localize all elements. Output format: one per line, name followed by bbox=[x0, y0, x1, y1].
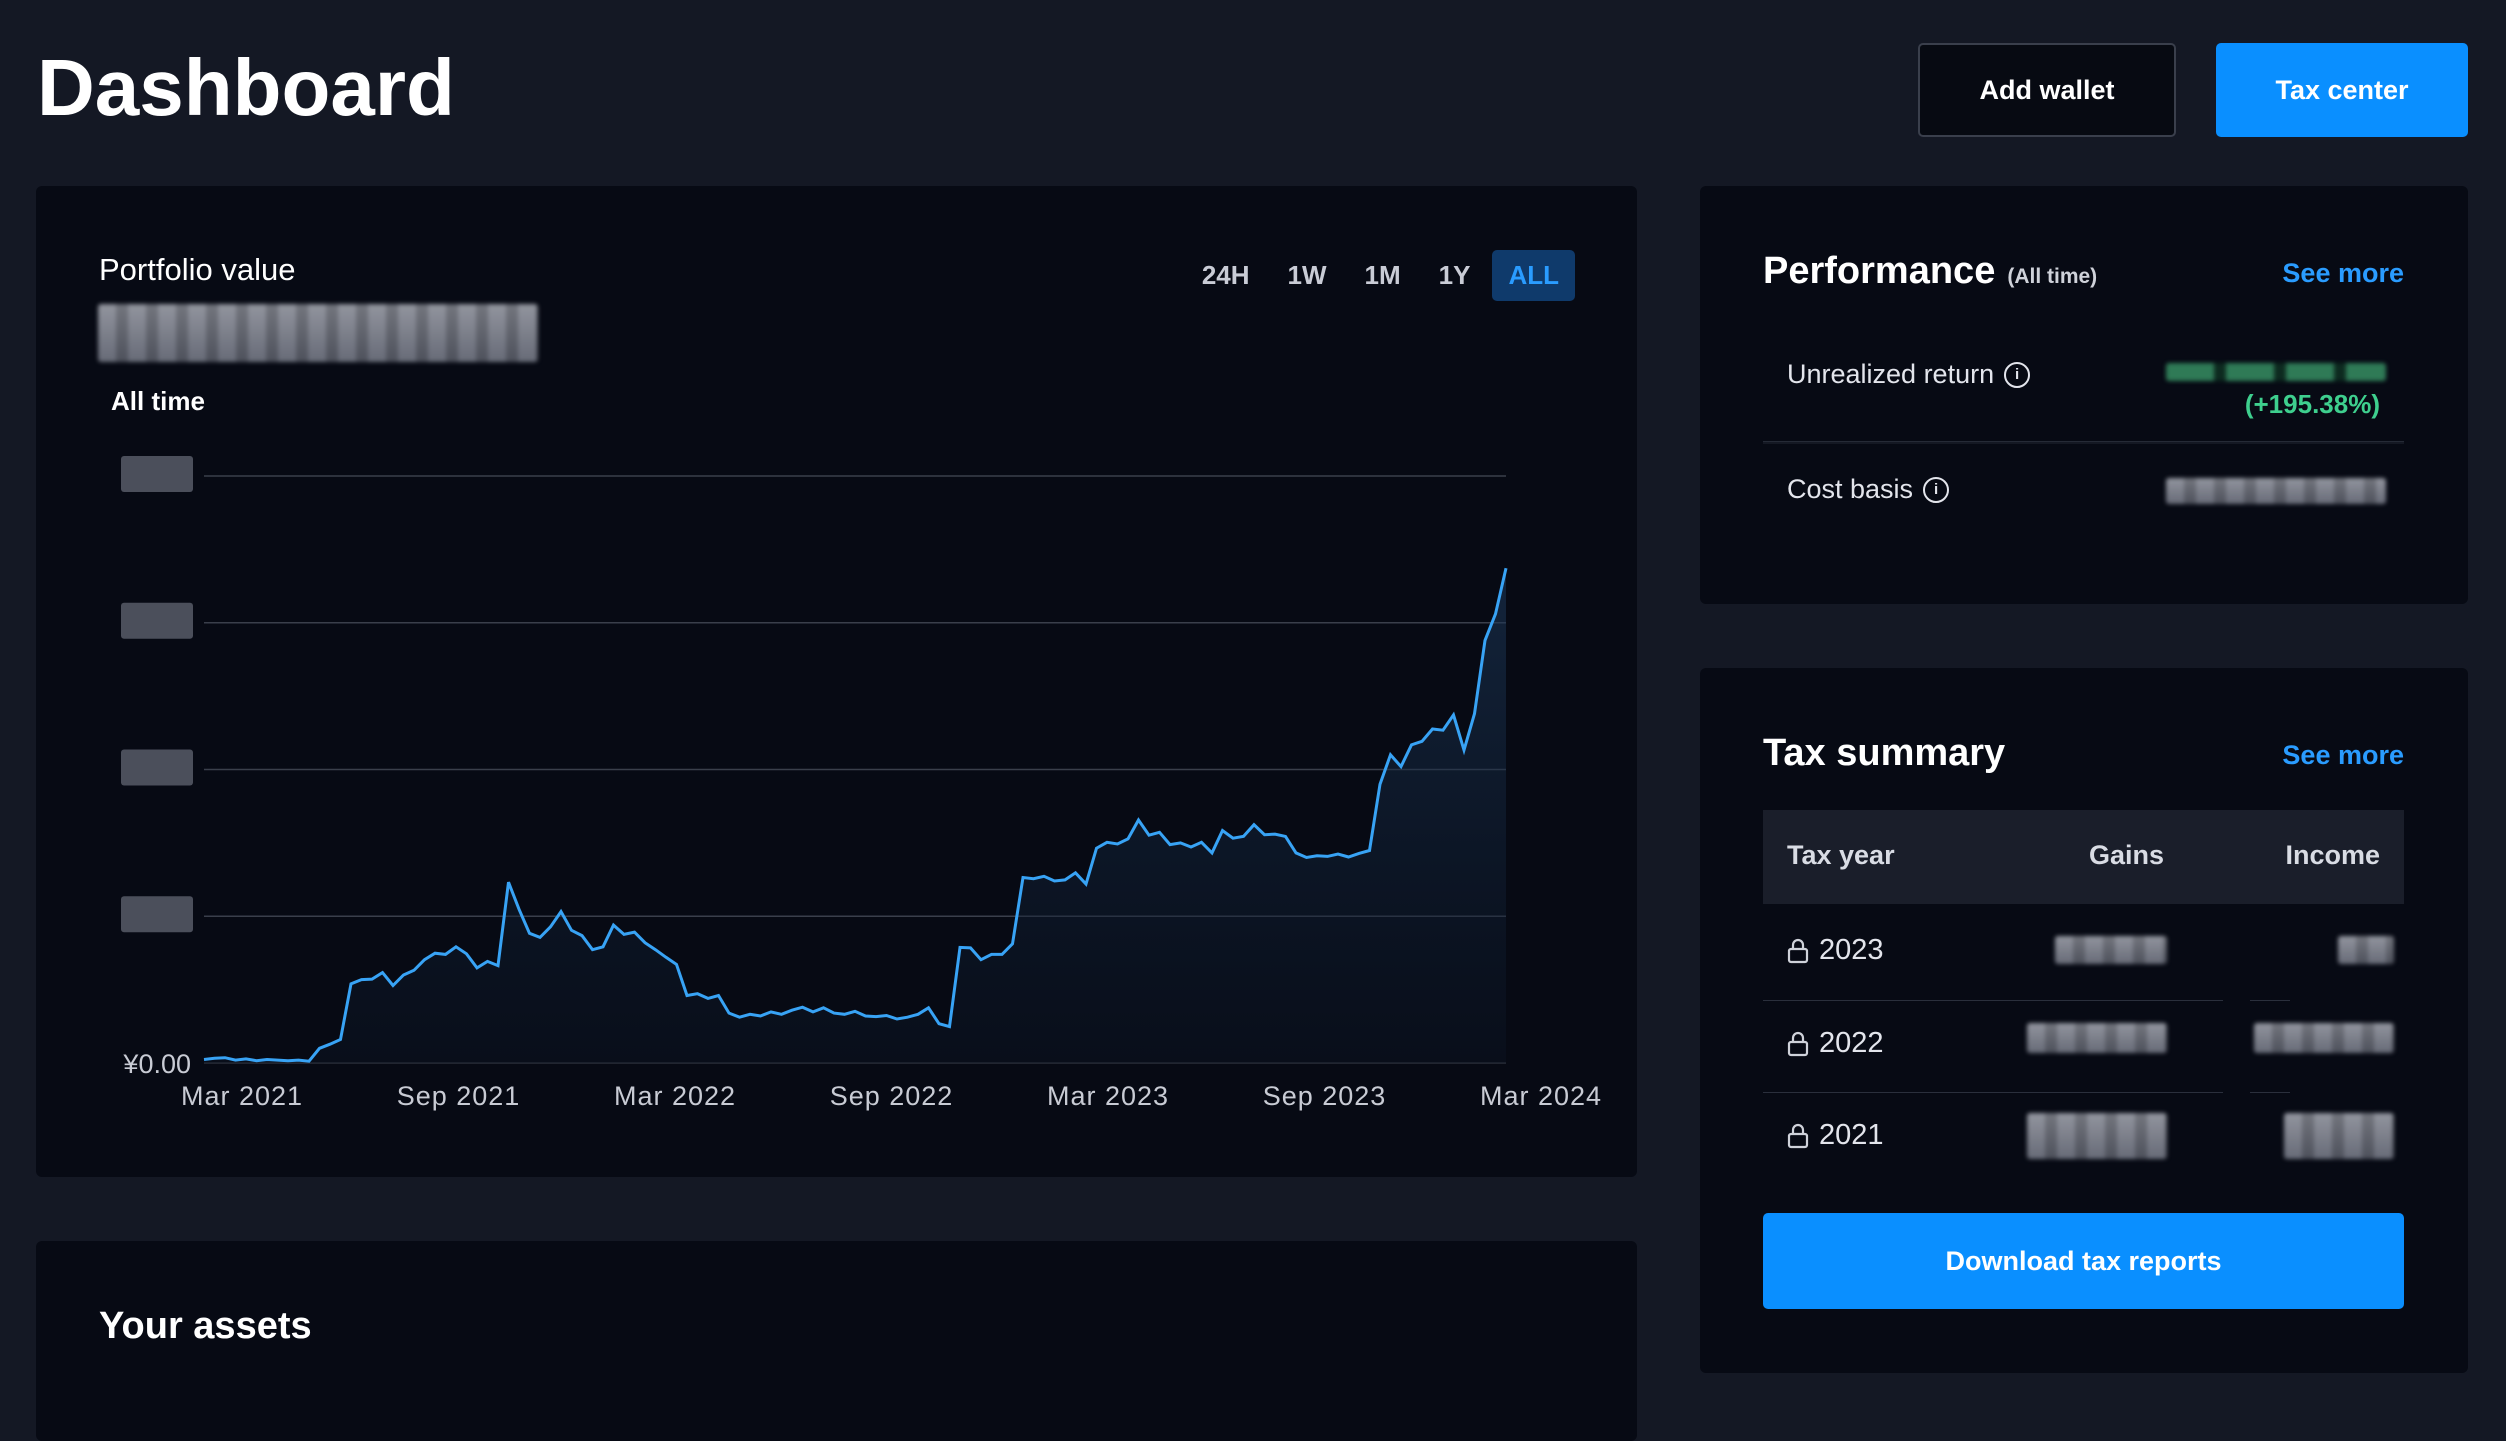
performance-see-more-link[interactable]: See more bbox=[2282, 258, 2404, 288]
y-tick-label-redacted bbox=[121, 602, 193, 639]
performance-card: Performance (All time) See more Unrealize… bbox=[1700, 186, 2468, 604]
tax-table-header: Tax year Gains Income bbox=[1763, 810, 2404, 904]
divider bbox=[2250, 1000, 2290, 1001]
x-tick-label: Mar 2022 bbox=[614, 1081, 736, 1111]
performance-subtitle: (All time) bbox=[2007, 265, 2098, 288]
portfolio-value-redacted bbox=[98, 304, 538, 362]
tax-year-value: 2022 bbox=[1819, 1027, 1884, 1059]
divider bbox=[1763, 1092, 2223, 1093]
period-label: All time bbox=[111, 386, 205, 416]
chart-area bbox=[204, 568, 1506, 1063]
tax-row-2023[interactable]: 2023 bbox=[1763, 908, 2404, 1000]
column-header-income: Income bbox=[2285, 840, 2380, 870]
lock-icon bbox=[1787, 1031, 1809, 1056]
y-tick-label-redacted bbox=[121, 749, 193, 786]
portfolio-card: Portfolio value All time 24H 1W 1M 1Y AL… bbox=[36, 186, 1637, 1177]
assets-title: Your assets bbox=[99, 1305, 312, 1347]
performance-title: Performance (All time) bbox=[1763, 250, 2097, 293]
cost-basis-redacted bbox=[2166, 478, 2386, 504]
portfolio-value-label: Portfolio value bbox=[99, 252, 296, 287]
lock-icon bbox=[1787, 938, 1809, 963]
cost-basis-label: Cost basis bbox=[1787, 474, 1914, 504]
range-tab-1w[interactable]: 1W bbox=[1287, 260, 1327, 290]
y-tick-label-redacted bbox=[121, 896, 193, 933]
info-icon[interactable]: i bbox=[2004, 361, 2031, 388]
x-tick-label: Sep 2021 bbox=[397, 1081, 521, 1111]
add-wallet-button[interactable]: Add wallet bbox=[1918, 43, 2176, 137]
x-tick-label: Sep 2023 bbox=[1263, 1081, 1387, 1111]
lock-icon bbox=[1787, 1123, 1809, 1148]
range-tab-1m[interactable]: 1M bbox=[1364, 260, 1401, 290]
tax-year-cell: 2021 bbox=[1787, 1119, 1884, 1152]
page-title: Dashboard bbox=[37, 43, 455, 132]
download-tax-reports-button[interactable]: Download tax reports bbox=[1763, 1213, 2404, 1309]
unrealized-return-label-wrap: Unrealized return i bbox=[1787, 359, 2031, 390]
tax-summary-title: Tax summary bbox=[1763, 732, 2006, 774]
income-redacted bbox=[2284, 1113, 2394, 1159]
gains-redacted bbox=[2055, 936, 2167, 964]
divider bbox=[2250, 1092, 2290, 1093]
tax-year-value: 2023 bbox=[1819, 934, 1884, 966]
assets-card: Your assets bbox=[36, 1241, 1637, 1441]
tax-year-cell: 2022 bbox=[1787, 1027, 1884, 1060]
x-tick-label: Mar 2021 bbox=[181, 1081, 303, 1111]
tax-row-2022[interactable]: 2022 bbox=[1763, 1001, 2404, 1093]
y-tick-label: ¥0.00 bbox=[122, 1049, 191, 1079]
column-header-tax-year: Tax year bbox=[1787, 840, 1895, 870]
x-tick-label: Sep 2022 bbox=[830, 1081, 954, 1111]
tax-row-2021[interactable]: 2021 bbox=[1763, 1093, 2404, 1185]
x-tick-label: Mar 2024 bbox=[1480, 1081, 1602, 1111]
tax-summary-see-more-link[interactable]: See more bbox=[2282, 740, 2404, 770]
tax-center-button[interactable]: Tax center bbox=[2216, 43, 2468, 137]
cost-basis-label-wrap: Cost basis i bbox=[1787, 474, 1950, 505]
portfolio-chart[interactable]: Mar 2021 Sep 2021 Mar 2022 Sep 2022 Mar 2023… bbox=[36, 186, 1637, 1177]
income-redacted bbox=[2254, 1023, 2394, 1053]
y-tick-label-redacted bbox=[121, 456, 193, 492]
x-tick-label: Mar 2023 bbox=[1047, 1081, 1169, 1111]
info-icon[interactable]: i bbox=[1923, 476, 1950, 503]
tax-year-cell: 2023 bbox=[1787, 934, 1884, 967]
range-tab-all[interactable]: ALL bbox=[1492, 250, 1575, 301]
divider bbox=[1763, 1000, 2223, 1001]
gains-redacted bbox=[2027, 1023, 2167, 1053]
unrealized-return-percent: (+195.38%) bbox=[2244, 389, 2380, 419]
range-tab-24h[interactable]: 24H bbox=[1201, 260, 1250, 290]
column-header-gains: Gains bbox=[2089, 840, 2165, 870]
chart-line bbox=[203, 567, 1508, 1063]
range-tab-1y[interactable]: 1Y bbox=[1438, 260, 1471, 290]
cost-basis-row: Cost basis i bbox=[1763, 456, 2404, 566]
unrealized-return-row: Unrealized return i (+195.38%) bbox=[1763, 341, 2404, 451]
unrealized-return-redacted bbox=[2166, 363, 2386, 381]
income-redacted bbox=[2338, 936, 2394, 964]
divider bbox=[1763, 441, 2404, 444]
range-tabs: 24H 1W 1M 1Y ALL bbox=[1186, 250, 1575, 301]
tax-year-value: 2021 bbox=[1819, 1119, 1884, 1151]
tax-summary-card: Tax summary See more Tax year Gains Inco… bbox=[1700, 668, 2468, 1373]
unrealized-return-label: Unrealized return bbox=[1787, 359, 1995, 389]
performance-title-text: Performance bbox=[1763, 250, 1996, 292]
gains-redacted bbox=[2027, 1113, 2167, 1159]
